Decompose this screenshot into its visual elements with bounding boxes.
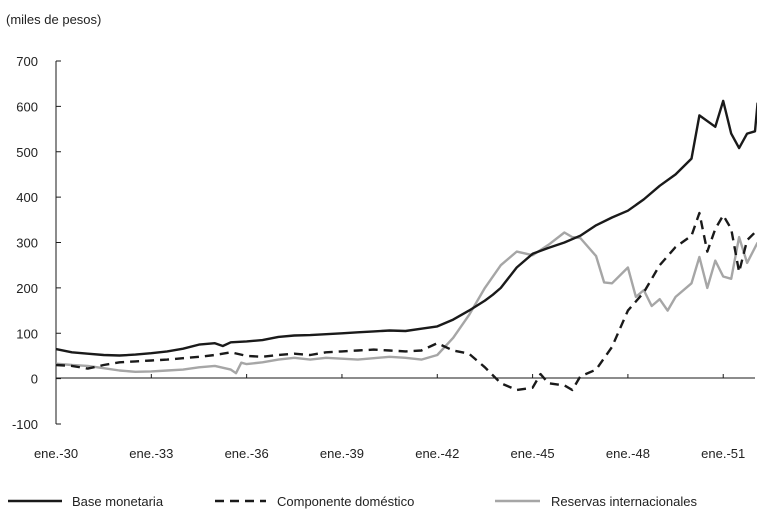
series-line-2 [55, 231, 757, 375]
x-tick-label: ene.-30 [34, 446, 78, 461]
y-tick-label: -100 [12, 417, 38, 432]
y-tick-label: 600 [16, 99, 38, 114]
x-tick-label: ene.-39 [320, 446, 364, 461]
y-tick-label: 500 [16, 145, 38, 160]
y-tick-label: 200 [16, 281, 38, 296]
y-axis: -100 0 100 200 300 400 500 600 700 [12, 54, 61, 432]
legend-label-2: Reservas internacionales [551, 494, 697, 509]
y-tick-label: 300 [16, 236, 38, 251]
x-tick-label: ene.-48 [606, 446, 650, 461]
y-unit-label: (miles de pesos) [6, 12, 101, 27]
x-tick-label: ene.-45 [511, 446, 555, 461]
x-axis: ene.-30 ene.-33 ene.-36 ene.-39 ene.-42 ene.-… [34, 374, 755, 461]
x-tick-label: ene.-42 [415, 446, 459, 461]
legend: Base monetaria Componente doméstico Reserv… [8, 494, 697, 509]
y-tick-label: 100 [16, 326, 38, 341]
legend-label-1: Componente doméstico [277, 494, 414, 509]
y-tick-label: 0 [31, 372, 38, 387]
x-tick-label: ene.-36 [225, 446, 269, 461]
y-tick-label: 700 [16, 54, 38, 69]
legend-label-0: Base monetaria [72, 494, 164, 509]
x-tick-label: ene.-51 [701, 446, 745, 461]
x-tick-label: ene.-33 [129, 446, 173, 461]
series-line-1 [55, 211, 757, 392]
series-lines [55, 99, 757, 392]
y-tick-label: 400 [16, 190, 38, 205]
series-line-0 [55, 99, 757, 357]
